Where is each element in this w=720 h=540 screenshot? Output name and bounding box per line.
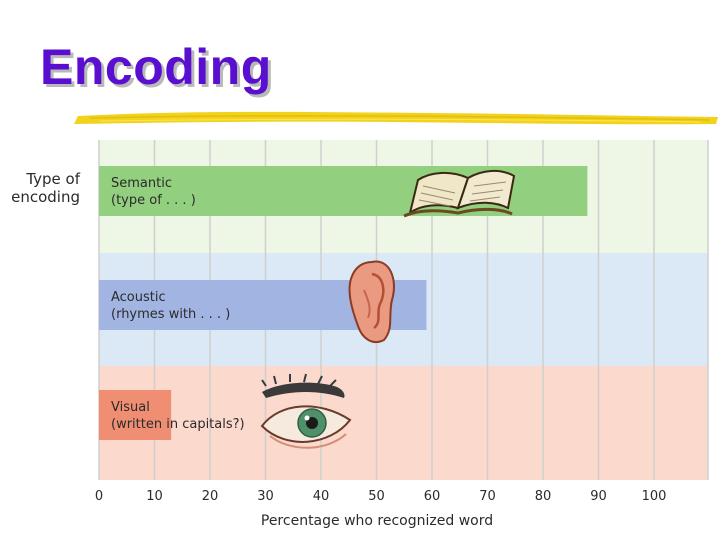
bar-label: Semantic (type of . . . ) (111, 176, 196, 208)
ear-icon (348, 260, 395, 344)
x-tick-label: 50 (368, 489, 385, 504)
title-underline (74, 111, 718, 125)
category-band (99, 366, 708, 480)
x-tick-label: 90 (590, 489, 607, 504)
x-tick-label: 40 (313, 489, 330, 504)
eye-icon (260, 373, 352, 449)
x-tick-labels: 0 10 20 30 40 50 60 70 80 90 100 (95, 489, 667, 504)
bar-label: Acoustic (rhymes with . . . ) (111, 290, 230, 322)
x-tick-label: 80 (535, 489, 552, 504)
open-book-icon (403, 170, 516, 218)
bar-labels: Semantic (type of . . . ) Acoustic (rhymes … (111, 176, 245, 432)
x-tick-label: 10 (146, 489, 163, 504)
slide-title: Encoding (40, 39, 272, 95)
bar-label: Visual (written in capitals?) (111, 400, 245, 432)
x-tick-label: 0 (95, 489, 103, 504)
x-tick-label: 70 (479, 489, 496, 504)
bar (99, 166, 588, 216)
x-tick-label: 20 (202, 489, 219, 504)
x-axis-title: Percentage who recognized word (261, 513, 493, 529)
x-tick-label: 60 (424, 489, 441, 504)
x-tick-label: 30 (257, 489, 274, 504)
bar (99, 390, 172, 440)
y-axis-title: Type of encoding (11, 170, 81, 206)
x-tick-label: 100 (642, 489, 667, 504)
